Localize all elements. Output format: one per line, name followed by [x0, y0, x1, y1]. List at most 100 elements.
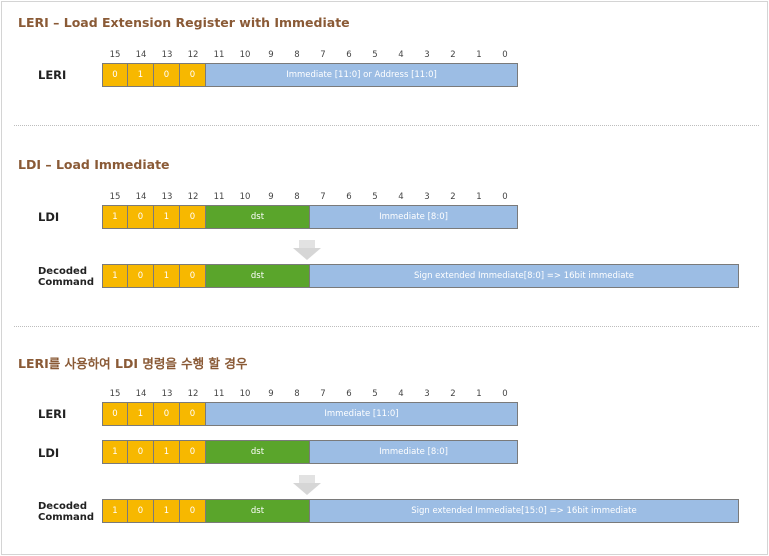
field-opcode: 0: [180, 440, 206, 464]
bit-number: 2: [450, 389, 456, 399]
bit-number: 0: [502, 192, 508, 202]
field-opcode: 1: [154, 205, 180, 229]
bit-number: 11: [213, 50, 225, 60]
bit-number: 2: [450, 192, 456, 202]
field-immediate: Sign extended Immediate[15:0] => 16bit i…: [310, 499, 739, 523]
bit-number: 11: [213, 389, 225, 399]
bit-number: 9: [268, 389, 274, 399]
field-opcode: 1: [102, 264, 128, 288]
row-label-decoded-command: Decoded Command: [38, 501, 95, 523]
field-opcode: 1: [154, 499, 180, 523]
field-opcode: 0: [102, 402, 128, 426]
field-immediate: Sign extended Immediate[8:0] => 16bit im…: [310, 264, 739, 288]
field-opcode: 0: [128, 499, 154, 523]
bit-number: 8: [294, 50, 300, 60]
bit-number: 7: [320, 192, 326, 202]
register-ldi: 1 0 1 0 dst Immediate [8:0]: [102, 440, 518, 464]
bit-number: 10: [239, 389, 251, 399]
bit-number: 13: [161, 192, 173, 202]
field-immediate: Immediate [8:0]: [310, 205, 518, 229]
bit-number: 4: [398, 192, 404, 202]
field-opcode: 1: [154, 264, 180, 288]
section-title-leri-ldi: LERI를 사용하여 LDI 명령을 수행 할 경우: [18, 356, 248, 371]
bit-number: 15: [109, 389, 121, 399]
field-opcode: 1: [128, 63, 154, 87]
section-divider: [14, 326, 759, 327]
bit-number: 8: [294, 389, 300, 399]
field-opcode: 0: [180, 205, 206, 229]
bit-number-row: 15 14 13 12 11 10 9 8 7 6 5 4 3 2 1 0: [102, 192, 522, 204]
field-opcode: 1: [102, 205, 128, 229]
register-leri: 0 1 0 0 Immediate [11:0] or Address [11:0]: [102, 63, 518, 87]
bit-number: 9: [268, 50, 274, 60]
register-ldi: 1 0 1 0 dst Immediate [8:0]: [102, 205, 518, 229]
register-decoded-command: 1 0 1 0 dst Sign extended Immediate[15:0] => …: [102, 499, 739, 523]
bit-number: 3: [424, 389, 430, 399]
bit-number: 10: [239, 50, 251, 60]
bit-number: 12: [187, 50, 199, 60]
bit-number: 1: [476, 192, 482, 202]
bit-number: 8: [294, 192, 300, 202]
bit-number: 1: [476, 50, 482, 60]
field-opcode: 0: [180, 499, 206, 523]
bit-number: 1: [476, 389, 482, 399]
field-immediate: Immediate [8:0]: [310, 440, 518, 464]
field-opcode: 0: [128, 440, 154, 464]
field-opcode: 1: [128, 402, 154, 426]
field-opcode: 1: [102, 499, 128, 523]
bit-number: 14: [135, 192, 147, 202]
field-opcode: 0: [154, 402, 180, 426]
bit-number: 7: [320, 50, 326, 60]
bit-number: 13: [161, 50, 173, 60]
field-opcode: 0: [180, 63, 206, 87]
bit-number: 2: [450, 50, 456, 60]
section-divider: [14, 125, 759, 126]
bit-number: 4: [398, 389, 404, 399]
field-opcode: 0: [128, 205, 154, 229]
field-opcode: 1: [102, 440, 128, 464]
bit-number: 0: [502, 389, 508, 399]
bit-number: 15: [109, 192, 121, 202]
bit-number-row: 15 14 13 12 11 10 9 8 7 6 5 4 3 2 1 0: [102, 50, 522, 62]
field-opcode: 0: [180, 264, 206, 288]
bit-number: 12: [187, 192, 199, 202]
bit-number: 0: [502, 50, 508, 60]
bit-number: 7: [320, 389, 326, 399]
field-opcode: 1: [154, 440, 180, 464]
row-label-ldi: LDI: [38, 446, 60, 460]
register-decoded-command: 1 0 1 0 dst Sign extended Immediate[8:0] => 1…: [102, 264, 739, 288]
bit-number: 6: [346, 389, 352, 399]
bit-number: 12: [187, 389, 199, 399]
row-label-leri: LERI: [38, 68, 67, 82]
row-label-leri: LERI: [38, 407, 67, 421]
bit-number: 14: [135, 389, 147, 399]
bit-number: 6: [346, 50, 352, 60]
bit-number: 13: [161, 389, 173, 399]
row-label-decoded-command: Decoded Command: [38, 266, 95, 288]
field-dst: dst: [206, 264, 310, 288]
bit-number: 6: [346, 192, 352, 202]
field-opcode: 0: [180, 402, 206, 426]
bit-number: 3: [424, 192, 430, 202]
bit-number: 5: [372, 192, 378, 202]
bit-number: 4: [398, 50, 404, 60]
bit-number-row: 15 14 13 12 11 10 9 8 7 6 5 4 3 2 1 0: [102, 389, 522, 401]
bit-number: 15: [109, 50, 121, 60]
section-title-ldi: LDI – Load Immediate: [18, 157, 170, 172]
bit-number: 14: [135, 50, 147, 60]
field-dst: dst: [206, 499, 310, 523]
bit-number: 5: [372, 50, 378, 60]
bit-number: 5: [372, 389, 378, 399]
field-dst: dst: [206, 440, 310, 464]
bit-number: 3: [424, 50, 430, 60]
bit-number: 10: [239, 192, 251, 202]
row-label-ldi: LDI: [38, 210, 60, 224]
field-dst: dst: [206, 205, 310, 229]
down-arrow-icon: [293, 240, 321, 260]
down-arrow-icon: [293, 475, 321, 495]
bit-number: 11: [213, 192, 225, 202]
section-title-leri: LERI – Load Extension Register with Imme…: [18, 15, 350, 30]
field-immediate: Immediate [11:0]: [206, 402, 518, 426]
field-immediate: Immediate [11:0] or Address [11:0]: [206, 63, 518, 87]
